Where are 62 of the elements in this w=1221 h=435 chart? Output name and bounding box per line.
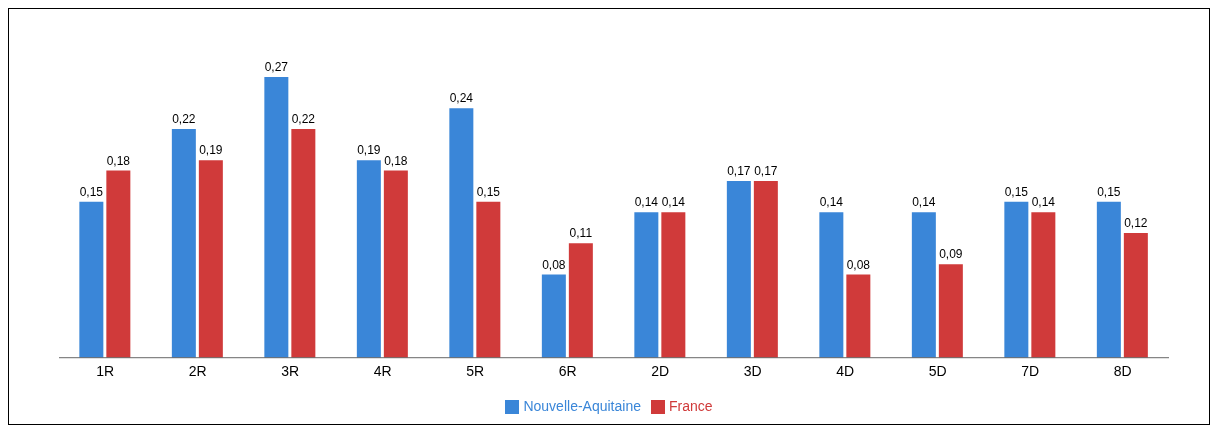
data-label: 0,08 <box>542 257 566 272</box>
bar <box>264 77 289 358</box>
bar <box>726 181 751 358</box>
x-tick-label: 1R <box>96 362 115 379</box>
bar <box>661 212 686 358</box>
bar <box>541 274 566 358</box>
bar <box>753 181 778 358</box>
x-tick-label: 4D <box>836 362 855 379</box>
data-label: 0,19 <box>199 143 223 158</box>
bar <box>846 274 871 358</box>
legend-label: Nouvelle-Aquitaine <box>523 397 641 414</box>
data-label: 0,18 <box>384 153 408 168</box>
bar <box>383 170 408 358</box>
x-tick-label: 3R <box>281 362 300 379</box>
x-tick-label: 7D <box>1021 362 1040 379</box>
bar <box>819 212 844 358</box>
bar <box>171 129 196 358</box>
data-label: 0,14 <box>819 195 844 210</box>
data-label: 0,14 <box>661 195 686 210</box>
bar <box>911 212 936 358</box>
bar <box>1031 212 1056 358</box>
bar <box>1123 232 1148 358</box>
x-tick-label: 5D <box>928 362 947 379</box>
bar <box>79 201 104 358</box>
data-label: 0,09 <box>939 247 963 262</box>
bar <box>1096 201 1121 358</box>
data-label: 0,27 <box>264 60 289 75</box>
data-label: 0,12 <box>1124 215 1148 230</box>
legend-label: France <box>668 397 713 414</box>
data-label: 0,08 <box>846 257 871 272</box>
bar <box>634 212 659 358</box>
bar <box>106 170 131 358</box>
data-label: 0,24 <box>449 91 474 106</box>
data-label: 0,15 <box>476 184 501 199</box>
bar <box>568 243 593 358</box>
x-tick-label: 8D <box>1113 362 1132 379</box>
bar <box>356 160 381 358</box>
data-label: 0,11 <box>569 226 593 241</box>
data-label: 0,19 <box>357 143 381 158</box>
x-tick-label: 2R <box>188 362 207 379</box>
bar <box>198 160 223 358</box>
data-label: 0,15 <box>1004 184 1029 199</box>
data-label: 0,18 <box>106 153 131 168</box>
x-tick-label: 3D <box>743 362 762 379</box>
x-tick-label: 5R <box>466 362 485 379</box>
x-tick-label: 6R <box>558 362 577 379</box>
data-label: 0,22 <box>172 112 196 127</box>
x-tick-label: 4R <box>373 362 392 379</box>
bar <box>1004 201 1029 358</box>
data-label: 0,15 <box>79 184 104 199</box>
data-label: 0,17 <box>727 164 751 178</box>
bar <box>291 129 316 358</box>
data-label: 0,14 <box>1031 195 1056 210</box>
data-label: 0,14 <box>912 195 936 210</box>
x-tick-label: 2D <box>651 362 670 379</box>
bar <box>938 264 963 358</box>
data-label: 0,14 <box>634 195 659 210</box>
data-label: 0,22 <box>291 112 316 127</box>
bar <box>449 108 474 358</box>
data-label: 0,17 <box>754 164 778 178</box>
bar <box>476 201 501 358</box>
data-label: 0,15 <box>1097 184 1121 199</box>
